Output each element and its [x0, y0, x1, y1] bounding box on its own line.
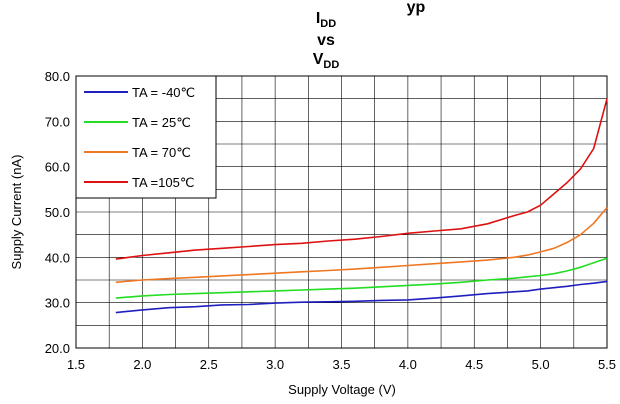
series-line-1	[115, 280, 608, 314]
series-line-4	[115, 98, 608, 260]
y-tick-label: 40.0	[45, 250, 70, 265]
y-tick-label: 50.0	[45, 205, 70, 220]
x-tick-label: 5.0	[532, 357, 550, 372]
legend-box	[75, 75, 217, 199]
legend-label: TA = 25℃	[132, 115, 191, 130]
y-tick-label: 70.0	[45, 114, 70, 129]
title-line1: IDD	[316, 10, 336, 30]
series-line-3	[115, 206, 608, 284]
y-tick-label: 80.0	[45, 69, 70, 84]
title-line3: VDD	[313, 51, 340, 71]
legend-label: TA = 70℃	[132, 145, 191, 160]
chart-title: yp IDD vs VDD	[313, 0, 426, 71]
x-tick-label: 2.5	[200, 357, 218, 372]
y-tick-label: 20.0	[45, 341, 70, 356]
series-lines	[115, 98, 608, 314]
legend-label: TA =105℃	[132, 175, 194, 190]
x-tick-label: 1.5	[67, 357, 85, 372]
y-tick-label: 60.0	[45, 160, 70, 175]
x-tick-label: 2.0	[133, 357, 151, 372]
x-tick-label: 4.0	[399, 357, 417, 372]
x-tick-label: 4.5	[465, 357, 483, 372]
y-axis-label: Supply Current (nA)	[9, 155, 24, 270]
legend-label: TA = -40℃	[132, 85, 195, 100]
title-line2: vs	[317, 32, 335, 49]
x-tick-label: 5.5	[598, 357, 616, 372]
title-fragment: yp	[407, 0, 426, 16]
y-tick-label: 30.0	[45, 296, 70, 311]
title-line1-main: I	[316, 10, 320, 27]
title-line1-sub: DD	[320, 18, 336, 30]
title-line3-main: V	[313, 51, 324, 68]
x-tick-label: 3.5	[332, 357, 350, 372]
series-line-2	[115, 257, 608, 299]
title-line3-sub: DD	[323, 59, 339, 71]
legend: TA = -40℃ TA = 25℃ TA = 70℃ TA =105℃	[75, 75, 217, 199]
x-tick-labels: 1.5 2.0 2.5 3.0 3.5 4.0 4.5 5.0 5.5	[67, 357, 616, 372]
x-axis-label: Supply Voltage (V)	[288, 382, 396, 397]
y-tick-labels: 20.0 30.0 40.0 50.0 60.0 70.0 80.0	[45, 69, 70, 356]
x-tick-label: 3.0	[266, 357, 284, 372]
